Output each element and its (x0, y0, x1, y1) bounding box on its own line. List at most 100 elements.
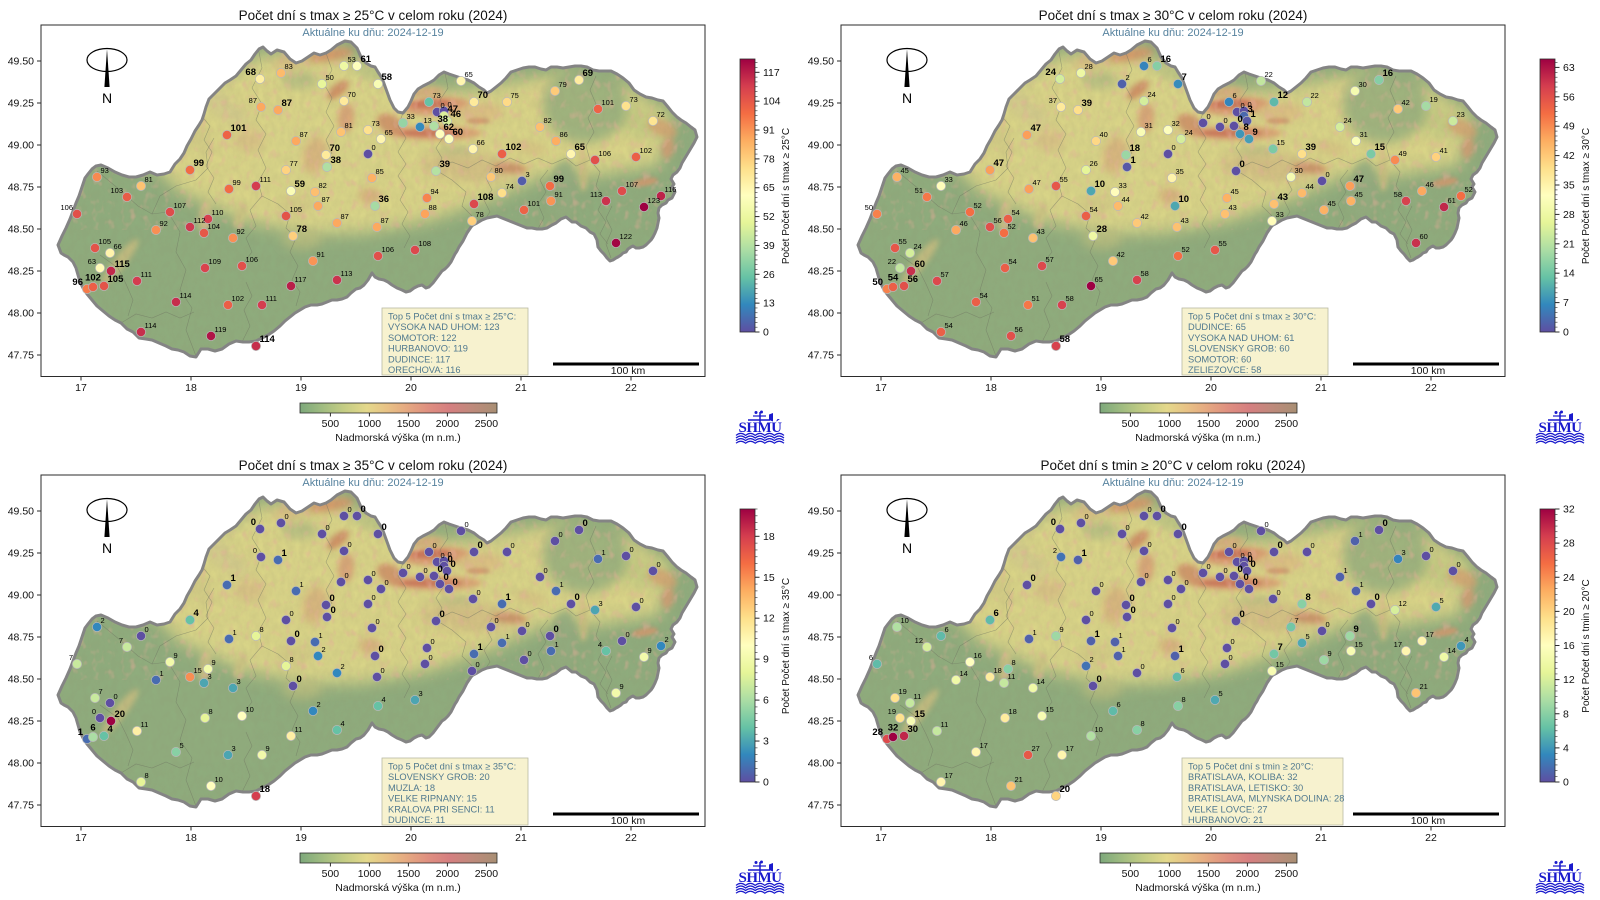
svg-text:47.75: 47.75 (8, 350, 34, 362)
svg-text:37: 37 (1049, 96, 1057, 105)
svg-text:1000: 1000 (358, 418, 382, 430)
svg-text:10: 10 (1179, 194, 1190, 205)
svg-text:49: 49 (1563, 121, 1575, 133)
svg-text:56: 56 (908, 274, 919, 285)
svg-text:5: 5 (1440, 596, 1444, 605)
svg-text:93: 93 (101, 166, 109, 175)
svg-text:20: 20 (1563, 606, 1575, 618)
svg-text:500: 500 (322, 418, 340, 430)
svg-text:79: 79 (559, 80, 567, 89)
svg-text:N: N (102, 90, 112, 106)
svg-text:6: 6 (1233, 91, 1237, 100)
svg-text:55: 55 (1060, 175, 1068, 184)
svg-text:14: 14 (1037, 677, 1045, 686)
svg-text:15: 15 (1276, 660, 1284, 669)
svg-text:10: 10 (1095, 179, 1106, 190)
svg-text:0: 0 (407, 562, 411, 571)
svg-text:51: 51 (1032, 294, 1040, 303)
svg-text:111: 111 (141, 270, 152, 279)
svg-text:48.75: 48.75 (8, 632, 34, 644)
svg-text:47: 47 (1033, 178, 1041, 187)
svg-text:4: 4 (194, 608, 200, 619)
svg-text:107: 107 (174, 201, 187, 210)
svg-text:48.00: 48.00 (8, 758, 34, 770)
svg-text:114: 114 (180, 291, 192, 300)
svg-text:0: 0 (1265, 520, 1269, 529)
svg-text:Nadmorská výška (m n.m.): Nadmorská výška (m n.m.) (335, 432, 460, 444)
svg-text:21: 21 (515, 832, 527, 844)
svg-text:0: 0 (448, 100, 452, 109)
svg-text:49.25: 49.25 (808, 548, 834, 560)
svg-text:54: 54 (888, 273, 899, 284)
svg-text:39: 39 (763, 240, 775, 252)
svg-text:49.00: 49.00 (8, 590, 34, 602)
svg-text:0: 0 (1207, 562, 1211, 571)
svg-text:48.25: 48.25 (808, 266, 834, 278)
svg-text:0: 0 (1148, 505, 1152, 514)
svg-text:0: 0 (253, 546, 257, 555)
svg-text:0: 0 (331, 605, 336, 616)
svg-text:1000: 1000 (358, 868, 382, 880)
svg-text:21: 21 (1315, 382, 1327, 394)
svg-text:0: 0 (1248, 554, 1253, 565)
svg-text:104: 104 (763, 96, 781, 108)
svg-text:104: 104 (208, 222, 221, 231)
svg-text:0: 0 (444, 572, 449, 583)
svg-text:0: 0 (372, 569, 376, 578)
svg-text:54: 54 (1009, 257, 1017, 266)
svg-text:54: 54 (1012, 208, 1020, 217)
svg-text:70: 70 (330, 143, 341, 154)
svg-text:17: 17 (1426, 630, 1434, 639)
svg-text:500: 500 (1122, 868, 1140, 880)
svg-text:0: 0 (1244, 572, 1249, 583)
svg-text:99: 99 (233, 178, 241, 187)
svg-text:SOMOTOR: 60: SOMOTOR: 60 (1188, 354, 1251, 364)
svg-text:1: 1 (300, 580, 304, 589)
svg-text:43: 43 (1229, 203, 1237, 212)
svg-text:14: 14 (1448, 646, 1456, 655)
svg-text:41: 41 (1440, 146, 1448, 155)
svg-text:0: 0 (465, 520, 469, 529)
svg-text:52: 52 (763, 211, 775, 223)
svg-text:0: 0 (441, 101, 445, 110)
svg-text:49.00: 49.00 (808, 590, 834, 602)
svg-text:22: 22 (625, 382, 637, 394)
svg-text:0: 0 (372, 593, 376, 602)
svg-text:1: 1 (560, 580, 564, 589)
svg-text:15: 15 (915, 709, 926, 720)
svg-text:16: 16 (1563, 640, 1575, 652)
svg-text:33: 33 (407, 112, 415, 121)
svg-text:5: 5 (180, 741, 184, 750)
svg-text:0: 0 (348, 540, 352, 549)
svg-text:47.75: 47.75 (808, 350, 834, 362)
svg-text:0: 0 (526, 620, 530, 629)
svg-text:31: 31 (1360, 130, 1368, 139)
svg-text:0: 0 (1383, 518, 1388, 529)
svg-text:500: 500 (1122, 418, 1140, 430)
svg-text:0: 0 (1207, 112, 1211, 121)
svg-text:30: 30 (1295, 166, 1303, 175)
svg-text:19: 19 (1095, 832, 1107, 844)
svg-text:Počet dní s tmax ≥ 25°C v celo: Počet dní s tmax ≥ 25°C v celom roku (20… (239, 8, 508, 23)
svg-text:28: 28 (1563, 209, 1575, 221)
svg-text:63: 63 (88, 257, 96, 266)
svg-text:13: 13 (424, 116, 432, 125)
svg-text:0: 0 (495, 616, 499, 625)
svg-text:22: 22 (1265, 70, 1273, 79)
svg-text:7: 7 (99, 687, 103, 696)
svg-text:48.75: 48.75 (808, 182, 834, 194)
svg-text:122: 122 (620, 232, 633, 241)
svg-text:7: 7 (1295, 616, 1299, 625)
svg-text:105: 105 (99, 237, 112, 246)
svg-text:1500: 1500 (1197, 868, 1221, 880)
svg-text:49.00: 49.00 (8, 140, 34, 152)
svg-text:Top 5 Počet dní s tmax ≥ 30°C:: Top 5 Počet dní s tmax ≥ 30°C: (1188, 312, 1316, 322)
svg-text:0: 0 (1131, 605, 1136, 616)
svg-text:24: 24 (1185, 128, 1193, 137)
svg-text:0: 0 (1241, 551, 1245, 560)
svg-text:24: 24 (1045, 67, 1056, 78)
svg-text:73: 73 (372, 119, 380, 128)
svg-text:49.25: 49.25 (8, 548, 34, 560)
svg-text:87: 87 (300, 130, 308, 139)
svg-text:0: 0 (476, 660, 480, 669)
